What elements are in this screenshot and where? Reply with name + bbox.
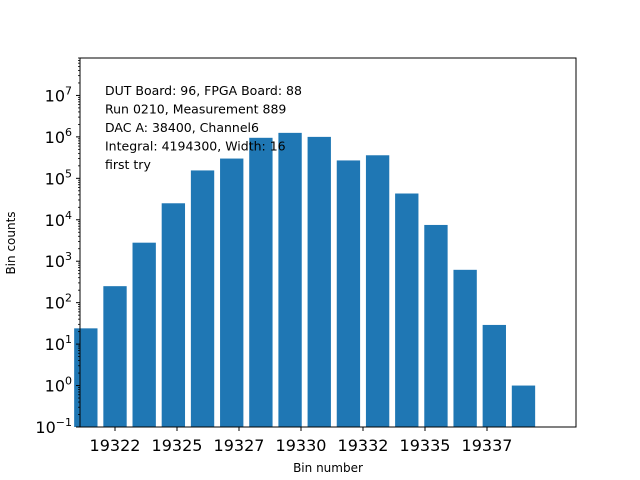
annotation-line: first try	[105, 157, 151, 172]
y-tick-label: 101	[45, 333, 72, 354]
y-tick-label: 107	[45, 84, 72, 105]
bar	[161, 203, 186, 427]
y-tick-label: 10−1	[35, 416, 72, 437]
bar	[365, 155, 390, 427]
y-tick-label: 105	[45, 167, 72, 188]
x-tick-label: 19325	[152, 436, 203, 455]
y-tick-label: 100	[45, 375, 72, 396]
x-tick-label: 19330	[276, 436, 327, 455]
bar	[249, 137, 273, 428]
x-tick-label: 19337	[462, 436, 513, 455]
bar	[190, 170, 215, 427]
y-tick-label: 103	[45, 250, 72, 271]
bar	[395, 193, 419, 427]
bar	[220, 158, 244, 428]
x-axis-ticks: 19322 19325 19327 19330 19332 19335 19337	[90, 427, 513, 455]
y-axis-ticks: 10−1 100 101 102 103 104 105 106 107	[35, 57, 80, 437]
bar	[336, 160, 361, 427]
y-axis-label: Bin counts	[4, 211, 18, 274]
y-tick-label: 106	[45, 126, 72, 147]
bar	[482, 324, 506, 427]
bar	[74, 328, 98, 427]
y-tick-label: 102	[45, 292, 72, 313]
annotation-line: DUT Board: 96, FPGA Board: 88	[105, 83, 302, 98]
bar	[132, 242, 156, 427]
plot-frame	[79, 57, 577, 428]
x-tick-label: 19327	[214, 436, 265, 455]
bar	[278, 132, 302, 428]
bar	[453, 269, 477, 427]
annotation-line: Integral: 4194300, Width: 16	[105, 139, 286, 154]
y-tick-label: 104	[45, 209, 72, 230]
x-axis-label: Bin number	[293, 461, 363, 475]
x-tick-label: 19332	[338, 436, 389, 455]
bar	[424, 224, 448, 427]
bar	[511, 385, 536, 427]
bars-group	[74, 132, 536, 428]
bar	[103, 286, 127, 427]
x-tick-label: 19335	[400, 436, 451, 455]
annotation-line: Run 0210, Measurement 889	[105, 102, 286, 117]
annotation-line: DAC A: 38400, Channel6	[105, 120, 259, 135]
bar	[307, 136, 331, 427]
x-tick-label: 19322	[90, 436, 141, 455]
annotation-box: DUT Board: 96, FPGA Board: 88 Run 0210, M…	[105, 83, 302, 172]
